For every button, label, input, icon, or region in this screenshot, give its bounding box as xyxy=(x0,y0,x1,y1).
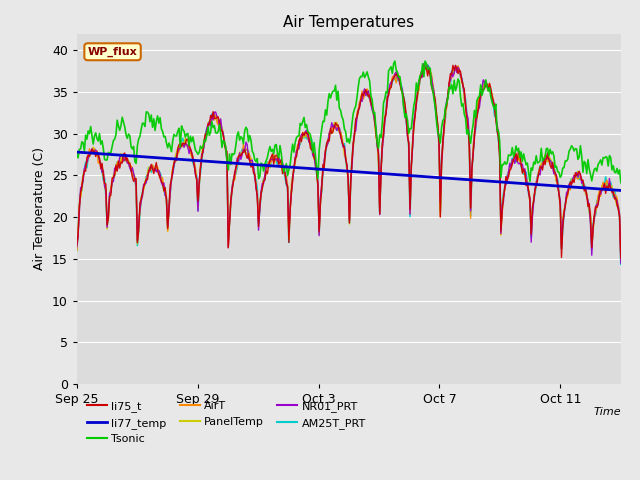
Title: Air Temperatures: Air Temperatures xyxy=(284,15,414,30)
Y-axis label: Air Temperature (C): Air Temperature (C) xyxy=(33,147,46,270)
Legend: li75_t, li77_temp, Tsonic, AirT, PanelTemp, NR01_PRT, AM25T_PRT: li75_t, li77_temp, Tsonic, AirT, PanelTe… xyxy=(83,396,371,448)
Text: Time: Time xyxy=(593,407,621,417)
Text: WP_flux: WP_flux xyxy=(88,47,138,57)
